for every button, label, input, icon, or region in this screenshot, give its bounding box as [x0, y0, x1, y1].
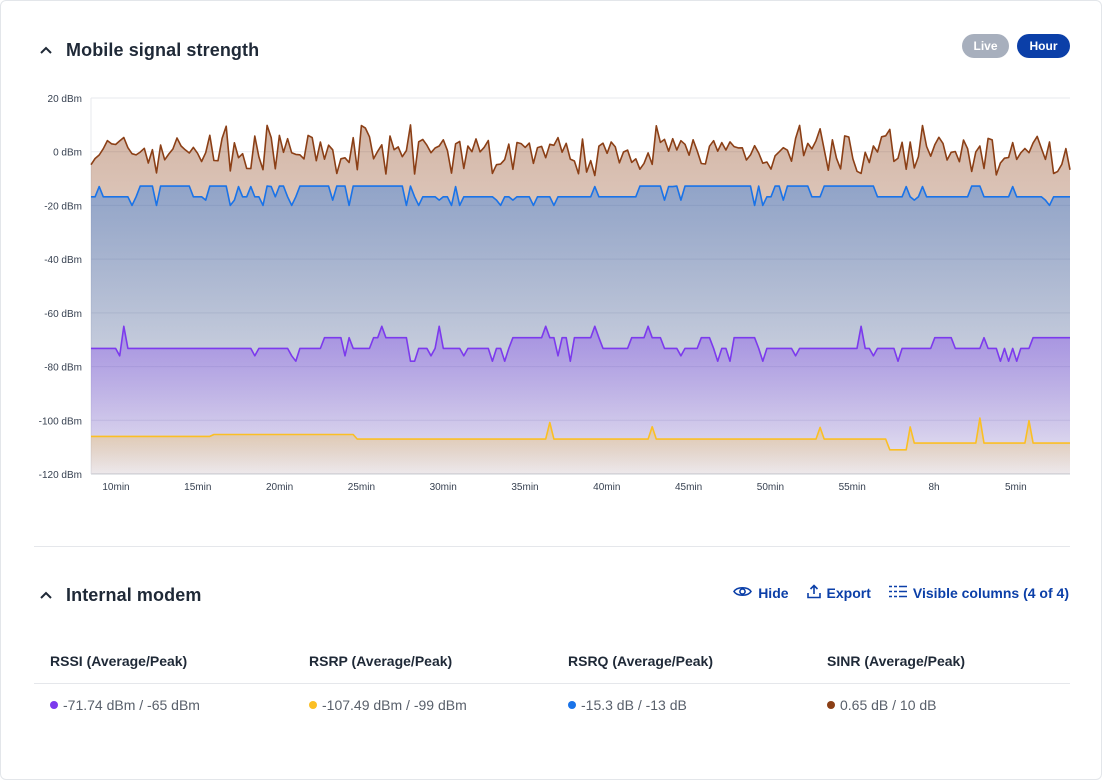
x-tick-label: 15min: [184, 482, 211, 493]
x-tick-label: 20min: [266, 482, 293, 493]
hour-toggle-button[interactable]: Hour: [1017, 34, 1070, 58]
column-header-rsrq[interactable]: RSRQ (Average/Peak): [568, 653, 713, 669]
column-header-rsrp[interactable]: RSRP (Average/Peak): [309, 653, 453, 669]
sinr-value: 0.65 dB / 10 dB: [840, 697, 937, 713]
y-tick-label: -40 dBm: [44, 255, 82, 266]
y-tick-label: 20 dBm: [48, 94, 82, 105]
x-tick-label: 5min: [1005, 482, 1027, 493]
y-tick-label: -100 dBm: [39, 416, 82, 427]
table-header-row: RSSI (Average/Peak) RSRP (Average/Peak) …: [34, 639, 1070, 684]
rsrp-color-dot: [309, 701, 317, 709]
modem-section-header: Internal modem: [34, 583, 201, 607]
x-tick-label: 55min: [839, 482, 866, 493]
x-tick-label: 10min: [102, 482, 129, 493]
x-tick-label: 8h: [928, 482, 939, 493]
collapse-chevron-icon[interactable]: [34, 583, 58, 607]
x-tick-label: 40min: [593, 482, 620, 493]
table-actions: Hide Export Visible columns (4 of 4): [733, 584, 1069, 602]
rsrp-value: -107.49 dBm / -99 dBm: [322, 697, 467, 713]
table-row: -71.74 dBm / -65 dBm -107.49 dBm / -99 d…: [34, 684, 1070, 726]
cell-sinr: 0.65 dB / 10 dB: [811, 697, 1070, 713]
hide-label: Hide: [758, 585, 789, 601]
hide-button[interactable]: Hide: [733, 585, 789, 601]
x-tick-label: 30min: [430, 482, 457, 493]
collapse-chevron-icon[interactable]: [34, 38, 58, 62]
signal-chart: 20 dBm 0 dBm -20 dBm -40 dBm -60 dBm -80 dBm -…: [39, 94, 1071, 493]
x-tick-label: 45min: [675, 482, 702, 493]
x-tick-label: 25min: [348, 482, 375, 493]
signal-section-header: Mobile signal strength: [34, 38, 259, 62]
x-tick-label: 50min: [757, 482, 784, 493]
series-line-sinr: [90, 124, 1071, 177]
modem-section-title: Internal modem: [66, 584, 202, 605]
live-toggle-button[interactable]: Live: [962, 34, 1009, 58]
column-header-rssi[interactable]: RSSI (Average/Peak): [50, 653, 188, 669]
series-area-rsrp: [91, 418, 1070, 474]
series-line-rssi: [91, 325, 1070, 362]
series-line-rsrp: [91, 417, 1070, 451]
rssi-value: -71.74 dBm / -65 dBm: [63, 697, 200, 713]
cell-rsrq: -15.3 dB / -13 dB: [552, 697, 811, 713]
eye-icon: [733, 585, 753, 601]
sinr-color-dot: [827, 701, 835, 709]
rsrq-value: -15.3 dB / -13 dB: [581, 697, 687, 713]
x-tick-label: 35min: [511, 482, 538, 493]
y-tick-label: -120 dBm: [39, 470, 82, 481]
visible-columns-label: Visible columns (4 of 4): [912, 585, 1069, 601]
y-tick-label: -20 dBm: [44, 201, 82, 212]
export-label: Export: [826, 585, 871, 601]
modem-table: RSSI (Average/Peak) RSRP (Average/Peak) …: [34, 639, 1070, 726]
signal-section-title: Mobile signal strength: [66, 39, 260, 60]
y-tick-label: -80 dBm: [44, 363, 82, 374]
cell-rssi: -71.74 dBm / -65 dBm: [34, 697, 293, 713]
section-divider: [34, 546, 1070, 547]
series-line-rsrq: [91, 185, 1070, 207]
export-icon: [806, 584, 821, 602]
cell-rsrp: -107.49 dBm / -99 dBm: [293, 697, 552, 713]
export-button[interactable]: Export: [806, 584, 871, 602]
rsrq-color-dot: [568, 701, 576, 709]
y-tick-label: -60 dBm: [44, 309, 82, 320]
visible-columns-button[interactable]: Visible columns (4 of 4): [888, 585, 1069, 601]
column-header-sinr[interactable]: SINR (Average/Peak): [827, 653, 965, 669]
y-tick-label: 0 dBm: [53, 148, 82, 159]
rssi-color-dot: [50, 701, 58, 709]
columns-icon: [888, 585, 907, 601]
